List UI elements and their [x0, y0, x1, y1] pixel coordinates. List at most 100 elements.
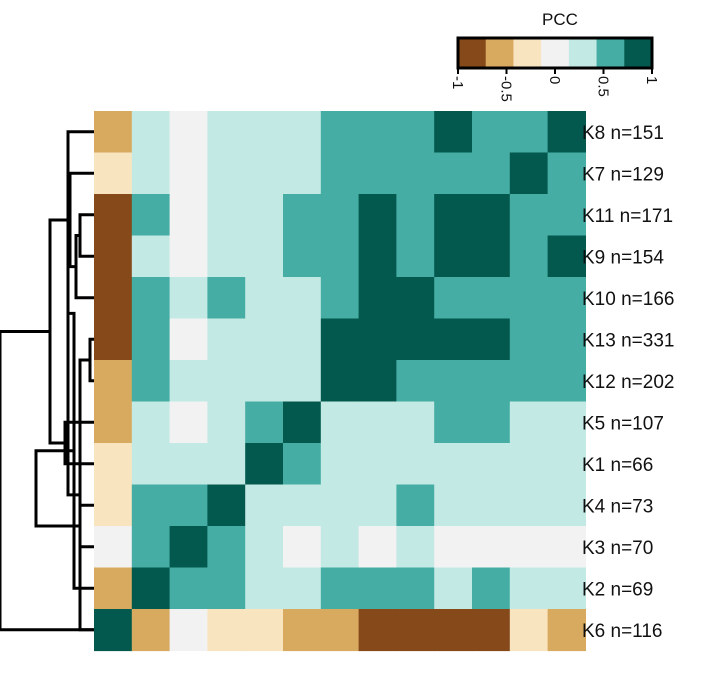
heatmap-cell-K3-K12 — [320, 526, 360, 569]
heatmap-cell-K5-K8 — [547, 401, 586, 444]
heatmap-cell-K6-K1 — [245, 609, 284, 652]
heatmap-cell-K6-K11 — [472, 609, 511, 652]
heatmap-cell-K4-K2 — [131, 484, 171, 527]
heatmap-cell-K11-K7 — [509, 194, 549, 237]
heatmap-cell-K9-K3 — [169, 235, 208, 278]
heatmap-cell-K2-K6 — [94, 567, 133, 610]
heatmap-cell-K1-K11 — [472, 443, 511, 486]
heatmap-cell-K1-K1 — [245, 443, 284, 486]
heatmap-cell-K9-K2 — [131, 235, 171, 278]
heatmap-cell-K9-K11 — [472, 235, 511, 278]
legend-tick-label-3: 0.5 — [595, 76, 612, 97]
heatmap-cell-K7-K13 — [358, 152, 397, 195]
heatmap-cell-K2-K8 — [547, 567, 586, 610]
heatmap-cell-K9-K6 — [94, 235, 133, 278]
heatmap-cell-K12-K4 — [207, 360, 246, 403]
heatmap-cell-K6-K8 — [547, 609, 586, 652]
heatmap-cell-K3-K11 — [472, 526, 511, 569]
heatmap-cell-K3-K4 — [207, 526, 246, 569]
heatmap-cell-K12-K3 — [169, 360, 208, 403]
heatmap-cell-K5-K5 — [283, 401, 322, 444]
heatmap-cell-K12-K1 — [245, 360, 284, 403]
heatmap-cell-K5-K2 — [131, 401, 171, 444]
row-label-K2: K2 n=69 — [582, 579, 653, 600]
heatmap-cell-K4-K9 — [434, 484, 473, 527]
heatmap-cell-K5-K12 — [320, 401, 360, 444]
heatmap-cell-K4-K13 — [358, 484, 397, 527]
heatmap-cell-K9-K1 — [245, 235, 284, 278]
heatmap-cell-K2-K13 — [358, 567, 397, 610]
heatmap-cell-K6-K12 — [320, 609, 360, 652]
heatmap-cell-K8-K1 — [245, 111, 284, 154]
heatmap-cell-K10-K9 — [434, 277, 473, 320]
heatmap-cell-K13-K5 — [283, 318, 322, 361]
pcc-color-legend: PCC -1 -0.5 0 0.5 1 — [449, 10, 660, 102]
heatmap-cell-K11-K2 — [131, 194, 171, 237]
dendrogram-branch-7 — [78, 503, 96, 549]
heatmap-cell-K7-K7 — [509, 152, 549, 195]
legend-tick-label-1: -0.5 — [498, 76, 515, 102]
heatmap-cell-K2-K10 — [396, 567, 435, 610]
heatmap-cell-K1-K3 — [169, 443, 208, 486]
heatmap-cell-K8-K12 — [320, 111, 360, 154]
heatmap-cell-K1-K6 — [94, 443, 133, 486]
heatmap-cell-K6-K2 — [131, 609, 171, 652]
heatmap-cell-K6-K3 — [169, 609, 208, 652]
heatmap-cell-K3-K10 — [396, 526, 435, 569]
row-label-K3: K3 n=70 — [582, 538, 653, 559]
heatmap-cell-K8-K7 — [509, 111, 549, 154]
heatmap-cell-K4-K12 — [320, 484, 360, 527]
heatmap-cell-K12-K9 — [434, 360, 473, 403]
heatmap-cell-K11-K4 — [207, 194, 246, 237]
row-label-K10: K10 n=166 — [582, 289, 674, 310]
heatmap-cell-K13-K13 — [358, 318, 397, 361]
row-label-K4: K4 n=73 — [582, 496, 653, 517]
heatmap-cell-K5-K1 — [245, 401, 284, 444]
heatmap-cell-K3-K8 — [547, 526, 586, 569]
heatmap-cell-K9-K4 — [207, 235, 246, 278]
legend-tick-label-2: 0 — [546, 76, 563, 84]
row-label-K6: K6 n=116 — [582, 621, 662, 642]
heatmap-cell-K2-K4 — [207, 567, 246, 610]
heatmap-cell-K10-K13 — [358, 277, 397, 320]
heatmap-cell-K1-K9 — [434, 443, 473, 486]
heatmap-cell-K13-K6 — [94, 318, 133, 361]
heatmap-cell-K2-K7 — [509, 567, 549, 610]
heatmap-cell-K9-K13 — [358, 235, 397, 278]
heatmap-cell-K10-K6 — [94, 277, 133, 320]
heatmap-cell-K3-K1 — [245, 526, 284, 569]
heatmap-cell-K10-K1 — [245, 277, 284, 320]
heatmap-cell-K7-K11 — [472, 152, 511, 195]
heatmap-cell-K11-K9 — [434, 194, 473, 237]
heatmap-cell-K3-K13 — [358, 526, 397, 569]
heatmap-cell-K8-K4 — [207, 111, 246, 154]
heatmap-cell-K12-K11 — [472, 360, 511, 403]
legend-swatch-2 — [513, 38, 542, 68]
heatmap-cell-K1-K4 — [207, 443, 246, 486]
heatmap-cell-K8-K6 — [94, 111, 133, 154]
legend-swatch-6 — [624, 38, 653, 68]
heatmap-cell-K1-K8 — [547, 443, 586, 486]
heatmap-cell-K6-K9 — [434, 609, 473, 652]
heatmap-cell-K11-K1 — [245, 194, 284, 237]
heatmap-cell-K8-K2 — [131, 111, 171, 154]
row-label-K9: K9 n=154 — [582, 247, 664, 268]
heatmap-cell-K10-K8 — [547, 277, 586, 320]
row-label-K13: K13 n=331 — [582, 330, 674, 351]
heatmap-cell-K4-K6 — [94, 484, 133, 527]
heatmap-cell-K13-K8 — [547, 318, 586, 361]
heatmap-cell-K10-K2 — [131, 277, 171, 320]
heatmap-cell-K12-K6 — [94, 360, 133, 403]
heatmap-cell-K9-K8 — [547, 235, 586, 278]
heatmap-cell-K2-K12 — [320, 567, 360, 610]
heatmap-cell-K9-K10 — [396, 235, 435, 278]
heatmap-cell-K13-K9 — [434, 318, 473, 361]
heatmap-cell-K6-K13 — [358, 609, 397, 652]
heatmap-cell-K8-K3 — [169, 111, 208, 154]
heatmap-cell-K10-K11 — [472, 277, 511, 320]
heatmap-cell-K3-K7 — [509, 526, 549, 569]
row-labels: K8 n=151 K7 n=129 K11 n=171 K9 n=154 K10 n=1… — [582, 123, 674, 642]
heatmap-cell-K11-K3 — [169, 194, 208, 237]
heatmap-cell-K4-K10 — [396, 484, 435, 527]
heatmap-cell-K13-K4 — [207, 318, 246, 361]
